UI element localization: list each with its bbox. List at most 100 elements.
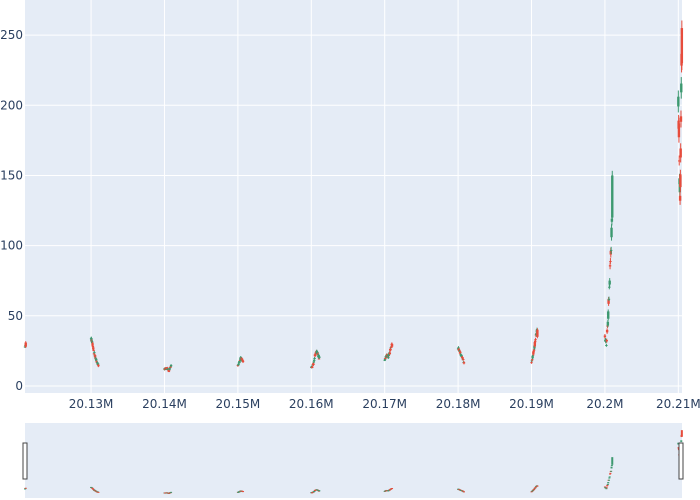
candle-body-decreasing [609, 260, 612, 262]
x-tick-label: 20.18M [436, 397, 481, 411]
candle-body-decreasing [241, 360, 245, 363]
slider-candle [680, 440, 683, 442]
range-slider-right-handle[interactable] [678, 442, 684, 480]
candle-body-decreasing [605, 340, 608, 342]
candle-body-increasing [611, 175, 614, 218]
slider-candle [536, 485, 539, 487]
candle-body-increasing [237, 363, 240, 365]
candle-body-increasing [610, 227, 613, 238]
candle-body-decreasing [91, 343, 94, 346]
slider-candle [170, 491, 173, 493]
candle-body-increasing [677, 96, 680, 107]
candle-body-decreasing [532, 349, 536, 351]
candle-body-increasing [387, 357, 390, 359]
candle-body-decreasing [384, 358, 387, 360]
x-tick-label: 20.19M [509, 397, 554, 411]
slider-candle [603, 486, 606, 488]
slider-candle [608, 477, 611, 479]
candle-body-decreasing [608, 265, 612, 267]
slider-candle [533, 488, 536, 490]
candle-body-increasing [168, 367, 172, 369]
candle-body-decreasing [314, 355, 317, 357]
y-tick-label: 250 [0, 28, 23, 42]
slider-candle [609, 472, 612, 474]
candle-body-decreasing [97, 364, 100, 367]
range-slider-background[interactable] [25, 423, 682, 498]
candle-body-decreasing [679, 116, 683, 122]
candle-body-increasing [608, 286, 611, 288]
candle-body-increasing [168, 368, 171, 370]
candle-body-increasing [317, 354, 320, 358]
candle-body-decreasing [680, 28, 684, 64]
candle-body-decreasing [390, 343, 394, 347]
y-tick-label: 200 [0, 98, 23, 112]
slider-candle [531, 490, 534, 492]
slider-candle [534, 487, 537, 489]
slider-candle [91, 487, 94, 489]
slider-candle [533, 488, 536, 490]
candle-body-decreasing [678, 160, 681, 162]
candle-body-increasing [238, 361, 241, 363]
slider-candle [607, 479, 610, 481]
slider-candle [610, 465, 613, 467]
candle-body-decreasing [533, 342, 537, 347]
candle-body-decreasing [167, 371, 171, 373]
slider-candle [242, 491, 245, 493]
candle-body-increasing [318, 356, 321, 358]
candle-body-decreasing [166, 367, 169, 370]
candle-body-decreasing [531, 359, 534, 361]
slider-candle [318, 490, 321, 492]
candle-body-increasing [96, 362, 99, 364]
slider-candle [388, 489, 391, 491]
slider-candle [606, 484, 609, 486]
candle-body-decreasing [607, 299, 610, 304]
y-tick-label: 150 [0, 168, 23, 182]
candle-body-decreasing [462, 359, 465, 361]
x-tick-label: 20.21M [656, 397, 700, 411]
candle-body-increasing [531, 356, 534, 359]
candlestick-series [23, 20, 684, 373]
candle-body-decreasing [240, 358, 244, 360]
slider-candle [607, 482, 610, 484]
candle-body-decreasing [677, 123, 681, 138]
slider-candle [606, 485, 609, 487]
slider-candle [611, 457, 614, 465]
candle-body-decreasing [603, 335, 607, 338]
y-tick-label: 0 [15, 379, 23, 393]
candle-body-increasing [313, 357, 316, 359]
x-tick-label: 20.14M [142, 397, 187, 411]
candle-body-decreasing [533, 340, 537, 343]
candle-body-increasing [458, 350, 461, 352]
y-gridlines [25, 34, 682, 387]
candle-body-decreasing [310, 367, 314, 369]
candle-body-decreasing [459, 351, 462, 353]
slider-candle [606, 483, 609, 485]
candle-body-decreasing [678, 195, 682, 201]
candle-body-decreasing [388, 352, 392, 355]
candle-body-decreasing [461, 357, 464, 359]
candle-body-increasing [607, 298, 611, 300]
candle-body-decreasing [316, 353, 320, 355]
slider-candle [610, 466, 613, 469]
candle-body-increasing [680, 83, 683, 93]
candle-body-decreasing [536, 329, 539, 337]
x-tick-label: 20.16M [289, 397, 334, 411]
candle-body-decreasing [679, 148, 682, 158]
slider-candle [610, 470, 613, 472]
slider-candle [605, 487, 608, 489]
slider-candle [680, 430, 683, 437]
slider-candle [531, 490, 534, 492]
candle-body-decreasing [530, 362, 533, 364]
candle-body-increasing [313, 359, 316, 361]
slider-candle [462, 490, 465, 492]
slider-candle [24, 487, 27, 489]
slider-candle [535, 486, 538, 488]
slider-candle [677, 442, 680, 445]
candle-body-increasing [606, 321, 610, 326]
range-slider-left-handle[interactable] [22, 442, 28, 480]
slider-candle [608, 476, 611, 478]
candle-body-decreasing [317, 358, 321, 360]
candle-body-increasing [609, 249, 613, 251]
candle-body-decreasing [462, 362, 466, 364]
slider-candle [97, 491, 100, 493]
